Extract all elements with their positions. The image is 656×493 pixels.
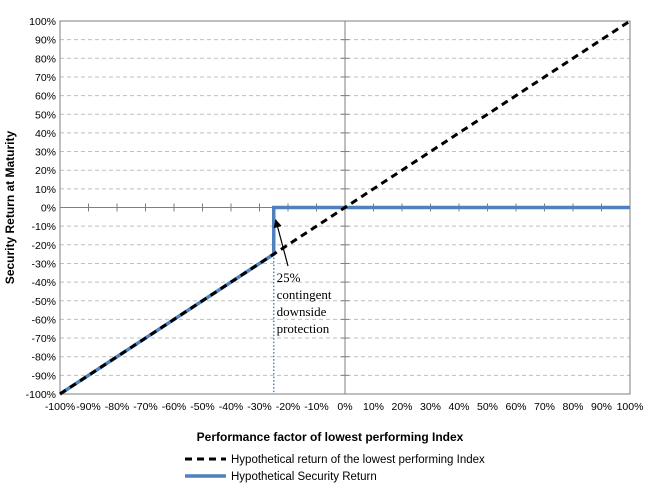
- y-tick-label: 30%: [35, 147, 56, 159]
- series-line-security-return: [59, 205, 630, 396]
- y-tick-label: -90%: [31, 370, 56, 382]
- annotation-text-line: contingent: [277, 287, 332, 302]
- y-tick-label: -30%: [31, 258, 56, 270]
- x-tick-label: 90%: [591, 401, 612, 413]
- x-tick-label: -100%: [45, 401, 75, 413]
- annotation-text-line: downside: [277, 304, 327, 319]
- x-tick-label: 30%: [420, 401, 441, 413]
- legend-label-security-return: Hypothetical Security Return: [231, 471, 377, 483]
- y-tick-label: 20%: [35, 165, 56, 177]
- y-tick-label: 40%: [35, 128, 56, 140]
- legend: Hypothetical return of the lowest perfor…: [185, 454, 485, 483]
- annotation: 25% contingent downside protection: [273, 219, 332, 336]
- x-tick-labels: -100% -90% -80% -70% -60% -50% -40% -30% -20% -10…: [45, 401, 644, 413]
- x-tick-label: 60%: [505, 401, 526, 413]
- legend-label-index-return: Hypothetical return of the lowest perfor…: [231, 454, 485, 466]
- y-tick-label: -100%: [26, 389, 56, 401]
- y-axis-title: Security Return at Maturity: [3, 130, 17, 284]
- y-tick-label: -70%: [31, 333, 56, 345]
- x-tick-label: 50%: [477, 401, 498, 413]
- x-tick-label: -20%: [276, 401, 301, 413]
- y-tick-label: 60%: [35, 91, 56, 103]
- y-tick-label: -40%: [31, 277, 56, 289]
- annotation-text-line: 25%: [277, 270, 301, 285]
- gridlines: [60, 39, 630, 376]
- x-tick-label: 10%: [363, 401, 384, 413]
- x-tick-label: -50%: [190, 401, 215, 413]
- y-tick-label: 90%: [35, 35, 56, 47]
- annotation-text-line: protection: [277, 321, 330, 336]
- y-tick-label: 100%: [29, 16, 56, 28]
- x-tick-label: 40%: [448, 401, 469, 413]
- series-lines: [59, 19, 631, 396]
- y-tick-label: -50%: [31, 296, 56, 308]
- x-tick-label: 70%: [534, 401, 555, 413]
- x-tick-label: -10%: [304, 401, 329, 413]
- x-tick-label: 80%: [562, 401, 583, 413]
- annotation-arrow: [273, 219, 289, 267]
- y-tick-label: 10%: [35, 184, 56, 196]
- y-tick-label: -20%: [31, 240, 56, 252]
- y-tick-labels: 100% 90% 80% 70% 60% 50% 40% 30% 20% 10% 0% -10% -20…: [26, 16, 56, 401]
- y-tick-label: 70%: [35, 72, 56, 84]
- x-tick-label: 0%: [337, 401, 352, 413]
- series-line-index-return: [59, 19, 631, 396]
- x-tick-label: -60%: [162, 401, 187, 413]
- y-tick-label: 50%: [35, 109, 56, 121]
- y-tick-label: -80%: [31, 352, 56, 364]
- y-tick-label: 80%: [35, 53, 56, 65]
- x-tick-label: -80%: [105, 401, 130, 413]
- y-tick-label: -10%: [31, 221, 56, 233]
- x-tick-label: -40%: [219, 401, 244, 413]
- x-tick-label: -70%: [133, 401, 158, 413]
- x-tick-label: 100%: [617, 401, 644, 413]
- x-tick-label: 20%: [391, 401, 412, 413]
- x-tick-label: -90%: [76, 401, 101, 413]
- y-tick-label: 0%: [41, 203, 56, 215]
- x-tick-label: -30%: [247, 401, 272, 413]
- y-tick-label: -60%: [31, 314, 56, 326]
- x-axis-title: Performance factor of lowest performing …: [197, 430, 464, 444]
